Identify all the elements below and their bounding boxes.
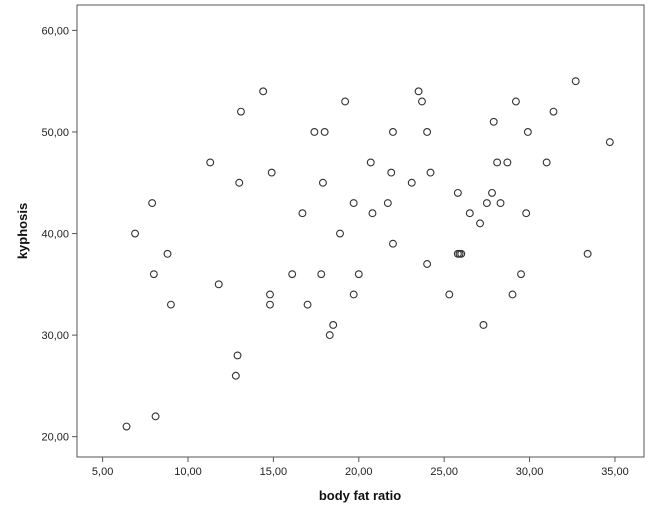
x-tick-label: 10,00: [174, 466, 202, 478]
data-point: [457, 249, 466, 258]
data-point: [349, 290, 358, 299]
data-point: [131, 229, 140, 238]
x-tick-label: 25,00: [430, 466, 458, 478]
data-point: [445, 290, 454, 299]
data-point: [517, 270, 525, 279]
data-point: [233, 351, 242, 360]
data-point: [418, 97, 426, 106]
data-point: [231, 371, 240, 380]
data-point: [366, 158, 375, 167]
data-point: [349, 199, 358, 208]
data-point: [388, 239, 397, 248]
data-point: [476, 219, 484, 228]
data-point: [479, 321, 488, 329]
data-point: [542, 158, 551, 167]
data-point: [235, 178, 244, 187]
data-point: [303, 300, 312, 309]
data-point: [571, 77, 580, 86]
x-tick-label: 5,00: [92, 466, 113, 478]
y-tick-label: 20,00: [41, 432, 69, 444]
x-axis: 5,00 10,00 15,00 20,00 25,00 30,00 35,00: [92, 457, 629, 478]
data-point: [426, 168, 435, 177]
data-point: [414, 87, 423, 96]
data-point: [122, 422, 131, 431]
data-point: [407, 178, 416, 187]
data-point: [259, 87, 268, 96]
y-axis-title: kyphosis: [15, 203, 30, 259]
data-point: [329, 321, 338, 329]
data-point: [288, 270, 297, 279]
data-point: [266, 290, 274, 299]
data-point: [163, 249, 172, 258]
data-point: [298, 209, 307, 218]
data-point: [549, 107, 558, 116]
x-axis-title: body fat ratio: [319, 488, 401, 503]
x-tick-label: 35,00: [601, 466, 629, 478]
x-tick-label: 30,00: [516, 466, 544, 478]
data-point: [465, 209, 474, 218]
data-point: [206, 158, 215, 167]
data-point: [310, 128, 319, 136]
data-point: [523, 128, 532, 136]
data-point: [453, 188, 462, 197]
data-point: [336, 229, 344, 238]
x-tick-label: 20,00: [345, 466, 373, 478]
data-point: [237, 107, 245, 116]
data-point: [522, 209, 531, 218]
data-point: [148, 199, 157, 208]
data-point: [388, 128, 397, 136]
data-point: [503, 158, 512, 167]
data-points: [122, 77, 614, 431]
data-point: [482, 199, 491, 208]
data-point: [423, 260, 432, 268]
data-point: [383, 199, 392, 208]
data-point: [166, 300, 175, 309]
data-point: [583, 249, 592, 258]
data-point: [318, 178, 327, 187]
data-point: [341, 97, 350, 106]
y-tick-label: 30,00: [41, 330, 69, 342]
data-point: [423, 128, 432, 136]
data-point: [493, 158, 502, 167]
y-axis: 20,00 30,00 40,00 50,00 60,00: [41, 25, 77, 444]
x-tick-label: 15,00: [260, 466, 288, 478]
plot-area: [76, 4, 645, 458]
data-point: [387, 168, 396, 177]
data-point: [496, 199, 505, 208]
data-point: [605, 138, 614, 147]
data-point: [508, 290, 517, 299]
data-point: [267, 168, 276, 177]
data-point: [354, 270, 363, 279]
data-point: [368, 209, 377, 218]
y-tick-label: 50,00: [41, 127, 69, 139]
data-point: [325, 331, 334, 340]
y-tick-label: 40,00: [41, 229, 69, 241]
data-point: [488, 188, 496, 197]
data-point: [320, 128, 329, 136]
data-point: [511, 97, 520, 106]
data-point: [149, 270, 158, 279]
data-point: [317, 270, 326, 279]
data-point: [489, 117, 498, 126]
data-point: [214, 280, 223, 289]
data-point: [266, 300, 274, 309]
data-point: [151, 412, 160, 421]
y-tick-label: 60,00: [41, 25, 69, 37]
